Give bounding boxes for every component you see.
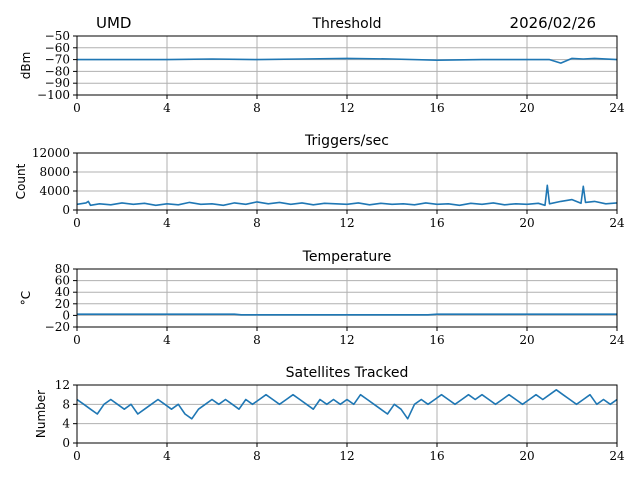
axes-frame bbox=[76, 268, 618, 328]
x-tick-label: 12 bbox=[339, 101, 354, 115]
y-tick-label: −20 bbox=[45, 320, 70, 334]
x-tick-label: 12 bbox=[339, 333, 354, 347]
x-tick-label: 20 bbox=[519, 101, 534, 115]
y-axis-label: Count bbox=[14, 163, 28, 199]
x-tick-label: 16 bbox=[429, 449, 444, 463]
x-tick-label: 16 bbox=[429, 333, 444, 347]
x-tick-label: 20 bbox=[519, 449, 534, 463]
y-tick-label: −50 bbox=[45, 29, 70, 43]
y-tick-label: 12 bbox=[55, 378, 70, 392]
header-left: UMD bbox=[96, 14, 131, 32]
x-tick-label: 20 bbox=[519, 333, 534, 347]
y-tick-label: 4000 bbox=[39, 184, 70, 198]
x-tick-label: 0 bbox=[73, 449, 81, 463]
panel-0: Threshold 0 4 8 12 16 20 24 −100−90−80−70−60−50 d… bbox=[19, 16, 625, 115]
y-tick-label: 8000 bbox=[39, 165, 70, 179]
series-line bbox=[77, 313, 617, 316]
x-tick-label: 20 bbox=[519, 216, 534, 230]
x-tick-label: 8 bbox=[253, 449, 261, 463]
x-tick-label: 0 bbox=[73, 101, 81, 115]
y-axis-label: Number bbox=[34, 390, 48, 438]
x-tick-label: 4 bbox=[163, 216, 171, 230]
y-tick-label: 80 bbox=[55, 262, 70, 276]
y-axis-label: dBm bbox=[19, 52, 33, 80]
series-line bbox=[77, 184, 617, 207]
y-tick-label: 60 bbox=[55, 274, 70, 288]
x-tick-label: 8 bbox=[253, 216, 261, 230]
x-tick-label: 24 bbox=[609, 216, 625, 230]
axes-frame bbox=[76, 35, 618, 96]
x-tick-label: 0 bbox=[73, 333, 81, 347]
x-tick-label: 8 bbox=[253, 101, 261, 115]
x-tick-label: 4 bbox=[163, 101, 171, 115]
y-tick-label: −80 bbox=[45, 64, 70, 78]
panel-title: Temperature bbox=[302, 249, 392, 265]
y-tick-label: 20 bbox=[55, 297, 70, 311]
panel-title: Triggers/sec bbox=[304, 133, 389, 149]
series-line bbox=[77, 389, 617, 420]
x-tick-label: 4 bbox=[163, 333, 171, 347]
panel-title: Threshold bbox=[312, 16, 382, 32]
y-tick-label: −60 bbox=[45, 41, 70, 55]
panel-1: Triggers/sec 0 4 8 12 16 20 24 0 4000 8000 12000 Cou… bbox=[14, 133, 625, 230]
y-tick-label: −90 bbox=[45, 76, 70, 90]
y-tick-label: 0 bbox=[62, 308, 70, 322]
x-tick-label: 8 bbox=[253, 333, 261, 347]
axes-frame bbox=[76, 152, 618, 211]
y-tick-label: 40 bbox=[55, 285, 70, 299]
y-tick-label: −70 bbox=[45, 53, 70, 67]
x-tick-label: 24 bbox=[609, 449, 625, 463]
y-tick-label: 8 bbox=[62, 397, 70, 411]
x-tick-label: 12 bbox=[339, 216, 354, 230]
y-tick-label: 4 bbox=[62, 417, 70, 431]
chart-panels: Threshold 0 4 8 12 16 20 24 −100−90−80−70−60−50 d… bbox=[14, 16, 625, 463]
x-tick-label: 12 bbox=[339, 449, 354, 463]
x-tick-label: 24 bbox=[609, 101, 625, 115]
x-tick-label: 4 bbox=[163, 449, 171, 463]
y-tick-label: −100 bbox=[37, 88, 70, 102]
series-line bbox=[77, 57, 617, 64]
x-tick-label: 24 bbox=[609, 333, 625, 347]
panel-3: Satellites Tracked 0 4 8 12 16 20 24 0 4 8 12 Number bbox=[34, 365, 625, 463]
panel-title: Satellites Tracked bbox=[286, 365, 409, 381]
x-tick-label: 16 bbox=[429, 101, 444, 115]
y-tick-label: 0 bbox=[62, 436, 70, 450]
y-tick-label: 0 bbox=[62, 203, 70, 217]
y-axis-label: °C bbox=[19, 291, 33, 305]
y-tick-label: 12000 bbox=[32, 146, 70, 160]
x-tick-label: 0 bbox=[73, 216, 81, 230]
x-tick-label: 16 bbox=[429, 216, 444, 230]
axes-frame bbox=[76, 384, 618, 444]
header-right: 2026/02/26 bbox=[510, 14, 596, 32]
